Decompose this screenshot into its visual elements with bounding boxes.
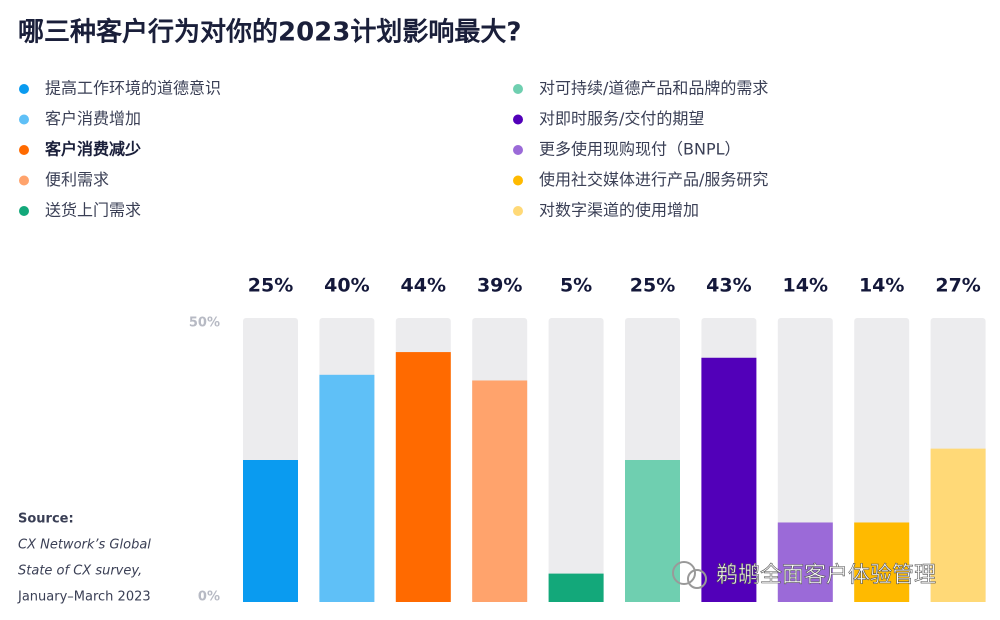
- watermark-icon: [672, 561, 696, 585]
- value-label: 25%: [630, 275, 675, 297]
- value-label: 40%: [324, 275, 369, 297]
- bar: [701, 357, 757, 602]
- chart-title: 哪三种客户行为对你的2023计划影响最大?: [18, 17, 521, 48]
- bar: [472, 380, 528, 602]
- legend-swatch: [19, 114, 29, 125]
- legend-swatch: [513, 84, 523, 94]
- legend-swatch: [19, 84, 29, 94]
- legend-label: 送货上门需求: [45, 201, 141, 220]
- legend-swatch: [513, 175, 523, 186]
- bar: [625, 460, 680, 602]
- legend-label: 使用社交媒体进行产品/服务研究: [539, 170, 768, 189]
- watermark: 鹈鹕全面客户体验管理: [672, 561, 936, 589]
- watermark-icon: [687, 569, 707, 589]
- watermark-text: 鹈鹕全面客户体验管理: [716, 563, 936, 588]
- source-text: Source:: [18, 512, 74, 527]
- legend-label: 更多使用现购现付（BNPL）: [539, 140, 741, 159]
- legend-label: 客户消费减少: [45, 140, 141, 159]
- value-label: 43%: [706, 275, 751, 297]
- y-tick-label: 50%: [189, 316, 220, 331]
- value-label: 14%: [859, 275, 904, 297]
- legend-label: 客户消费增加: [45, 109, 141, 128]
- legend-label: 对数字渠道的使用增加: [539, 201, 699, 220]
- legend-swatch: [513, 114, 523, 125]
- legend-label: 对即时服务/交付的期望: [539, 109, 704, 128]
- y-tick-label: 0%: [198, 590, 220, 605]
- bar-track: [548, 318, 604, 602]
- value-label: 5%: [560, 275, 592, 297]
- value-label: 14%: [783, 275, 828, 297]
- source-text: State of CX survey,: [18, 564, 142, 579]
- legend-label: 对可持续/道德产品和品牌的需求: [539, 79, 768, 98]
- legend-swatch: [19, 206, 29, 216]
- bar: [854, 522, 910, 602]
- bar: [930, 448, 986, 602]
- bar: [243, 460, 298, 602]
- bar: [319, 374, 375, 602]
- source-text: January–March 2023: [17, 590, 151, 605]
- value-label: 25%: [248, 275, 293, 297]
- legend-label: 提高工作环境的道德意识: [45, 79, 221, 98]
- legend-swatch: [513, 206, 523, 216]
- legend-swatch: [19, 175, 29, 186]
- legend-swatch: [19, 145, 29, 155]
- bar: [777, 522, 833, 602]
- value-label: 39%: [477, 275, 522, 297]
- bar: [548, 573, 604, 602]
- value-label: 44%: [401, 275, 446, 297]
- source-text: CX Network’s Global: [18, 538, 151, 553]
- bar: [395, 352, 451, 602]
- legend-swatch: [513, 145, 523, 155]
- value-label: 27%: [935, 275, 980, 297]
- legend-label: 便利需求: [45, 170, 109, 189]
